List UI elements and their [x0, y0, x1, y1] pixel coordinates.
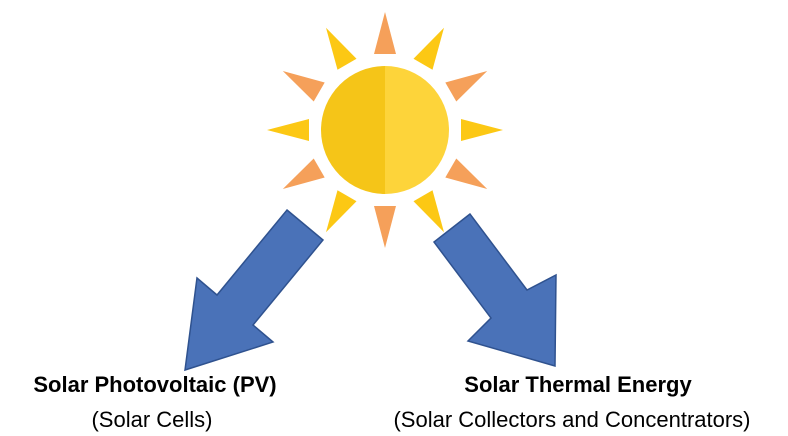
sun-ray	[282, 71, 325, 102]
label-title: Solar Thermal Energy	[464, 372, 692, 397]
label-subtitle: (Solar Collectors and Concentrators)	[393, 407, 750, 432]
sun-rays	[267, 12, 503, 248]
label-subtitle: (Solar Cells)	[91, 407, 212, 432]
arrow-left	[184, 208, 325, 372]
sun-right-half	[385, 66, 449, 194]
sun-ray	[374, 206, 396, 248]
sun-ray	[374, 12, 396, 54]
sun-left-half	[321, 66, 385, 194]
sun-ray	[445, 158, 488, 189]
sun-ray	[461, 119, 503, 141]
sun-ray	[282, 158, 325, 189]
sun-ray	[326, 27, 357, 70]
sun-ray	[326, 190, 357, 233]
sun-ray	[413, 190, 444, 233]
sun-ray	[413, 27, 444, 70]
arrow-right	[432, 212, 557, 367]
label-title: Solar Photovoltaic (PV)	[33, 372, 276, 397]
sun-ray	[445, 71, 488, 102]
sun-ray	[267, 119, 309, 141]
